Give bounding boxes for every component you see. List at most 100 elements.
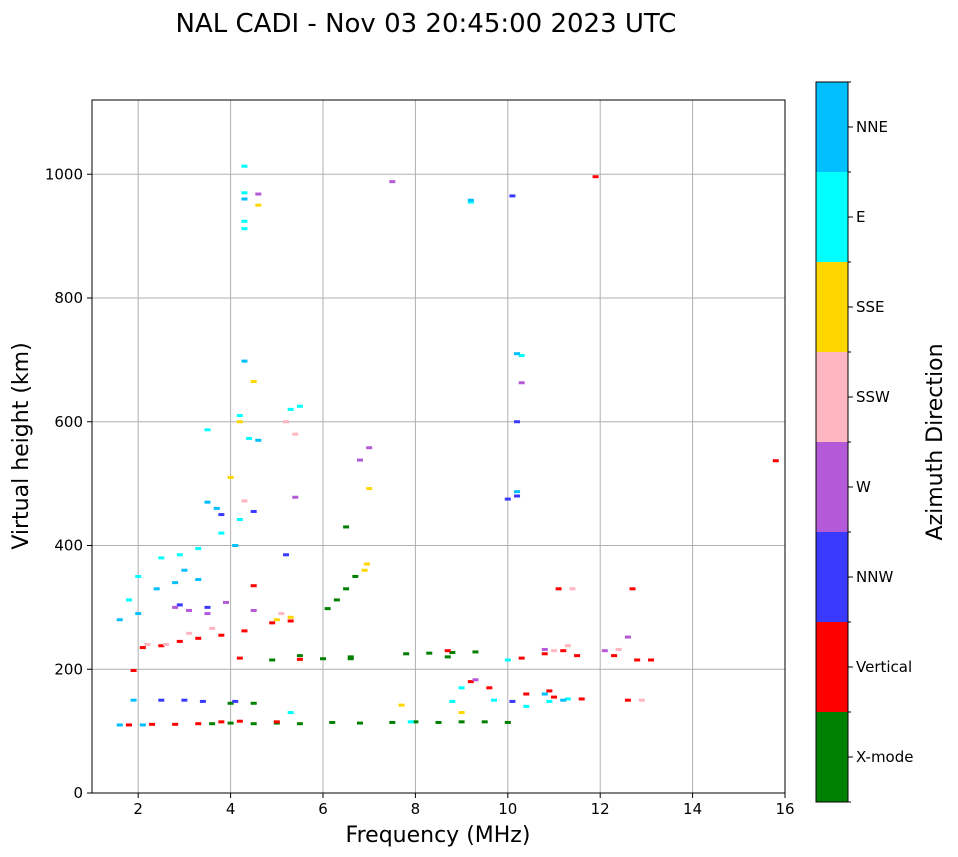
data-point-vertical — [269, 621, 276, 625]
data-point-x-mode — [343, 525, 350, 529]
colorbar-segment — [816, 82, 848, 172]
data-point-x-mode — [250, 722, 257, 726]
data-point-e — [523, 704, 530, 708]
data-point-w — [172, 605, 179, 609]
data-point-vertical — [772, 459, 779, 463]
data-point-vertical — [139, 646, 146, 650]
data-point-vertical — [578, 697, 585, 701]
data-point-e — [564, 697, 571, 701]
data-point-x-mode — [227, 701, 234, 705]
data-point-nne — [514, 490, 521, 494]
colorbar-tick-label: NNW — [856, 568, 893, 586]
data-point-w — [624, 635, 631, 639]
data-point-x-mode — [504, 720, 511, 724]
data-point-ssw — [283, 420, 290, 424]
data-point-nnw — [199, 699, 206, 703]
data-point-nne — [560, 698, 567, 702]
data-point-vertical — [551, 695, 557, 699]
data-point-e — [241, 191, 248, 195]
data-point-x-mode — [324, 607, 331, 611]
x-axis-label: Frequency (MHz) — [346, 823, 531, 848]
data-point-w — [204, 612, 211, 616]
data-point-ssw — [564, 644, 571, 648]
data-point-x-mode — [269, 658, 276, 662]
data-point-ssw — [569, 587, 576, 591]
data-point-nne — [204, 500, 211, 504]
y-tick-label: 200 — [54, 660, 83, 678]
colorbar-tick-label: Vertical — [856, 658, 912, 676]
data-point-ssw — [241, 499, 248, 503]
data-point-vertical — [560, 649, 567, 653]
colorbar-label: Azimuth Direction — [923, 343, 948, 540]
data-point-ssw — [638, 698, 645, 702]
data-point-w — [366, 446, 373, 450]
data-point-vertical — [648, 658, 655, 662]
data-point-x-mode — [329, 720, 336, 724]
data-point-e — [218, 531, 225, 535]
data-point-nne — [213, 506, 220, 510]
colorbar-tick-label: E — [856, 208, 865, 226]
data-point-e — [287, 711, 294, 715]
data-point-sse — [273, 618, 280, 622]
data-point-vertical — [273, 720, 280, 724]
data-point-w — [541, 647, 548, 651]
colorbar-segment — [816, 262, 848, 352]
x-tick-label: 6 — [318, 800, 328, 818]
data-point-nne — [116, 618, 123, 622]
data-point-nnw — [509, 194, 516, 198]
data-point-x-mode — [343, 587, 350, 591]
data-point-sse — [250, 380, 257, 384]
data-point-nne — [514, 352, 521, 356]
data-point-vertical — [467, 680, 474, 684]
data-point-x-mode — [320, 657, 326, 661]
data-point-sse — [398, 703, 405, 707]
data-point-nne — [153, 587, 160, 591]
colorbar: X-mode Vertical NNW W SSW SSE E NNE — [815, 81, 913, 803]
data-point-e — [407, 720, 414, 724]
data-point-vertical — [236, 656, 243, 660]
data-point-x-mode — [472, 650, 479, 654]
data-point-e — [449, 699, 456, 703]
x-axis-ticks: 2 4 6 8 10 12 14 16 — [133, 793, 795, 818]
data-point-nne — [232, 544, 239, 547]
data-point-vertical — [218, 633, 225, 637]
data-point-e — [241, 164, 248, 168]
data-point-x-mode — [458, 720, 465, 724]
data-point-ssw — [615, 647, 622, 651]
x-tick-label: 16 — [775, 800, 794, 818]
data-point-w — [255, 192, 262, 196]
y-tick-label: 0 — [73, 784, 83, 802]
data-point-x-mode — [403, 652, 410, 656]
data-point-e — [458, 686, 465, 690]
data-point-e — [241, 227, 248, 231]
data-point-nne — [116, 723, 123, 727]
colorbar-segment — [816, 712, 848, 802]
data-point-nne — [195, 578, 202, 582]
data-point-vertical — [611, 654, 618, 658]
data-point-x-mode — [347, 657, 354, 661]
data-point-vertical — [125, 723, 132, 727]
data-point-w — [518, 381, 525, 385]
colorbar-segment — [816, 532, 848, 622]
data-point-x-mode — [250, 701, 257, 705]
data-point-e — [125, 598, 132, 602]
data-point-vertical — [250, 584, 257, 588]
data-point-x-mode — [444, 655, 451, 659]
data-point-sse — [363, 562, 370, 566]
data-point-nnw — [509, 699, 516, 703]
data-point-ssw — [186, 631, 193, 635]
data-point-vertical — [287, 619, 294, 623]
data-point-ssw — [144, 643, 151, 646]
data-point-vertical — [555, 587, 562, 591]
data-point-sse — [287, 615, 294, 619]
data-point-ssw — [551, 649, 557, 653]
data-point-vertical — [592, 175, 599, 179]
data-point-sse — [227, 475, 234, 479]
data-point-vertical — [130, 668, 137, 672]
data-point-vertical — [634, 658, 641, 662]
data-point-vertical — [296, 657, 303, 661]
data-point-ssw — [292, 432, 299, 436]
data-point-x-mode — [333, 598, 340, 602]
colorbar-tick-label: W — [856, 478, 871, 496]
y-axis-label: Virtual height (km) — [9, 342, 34, 549]
